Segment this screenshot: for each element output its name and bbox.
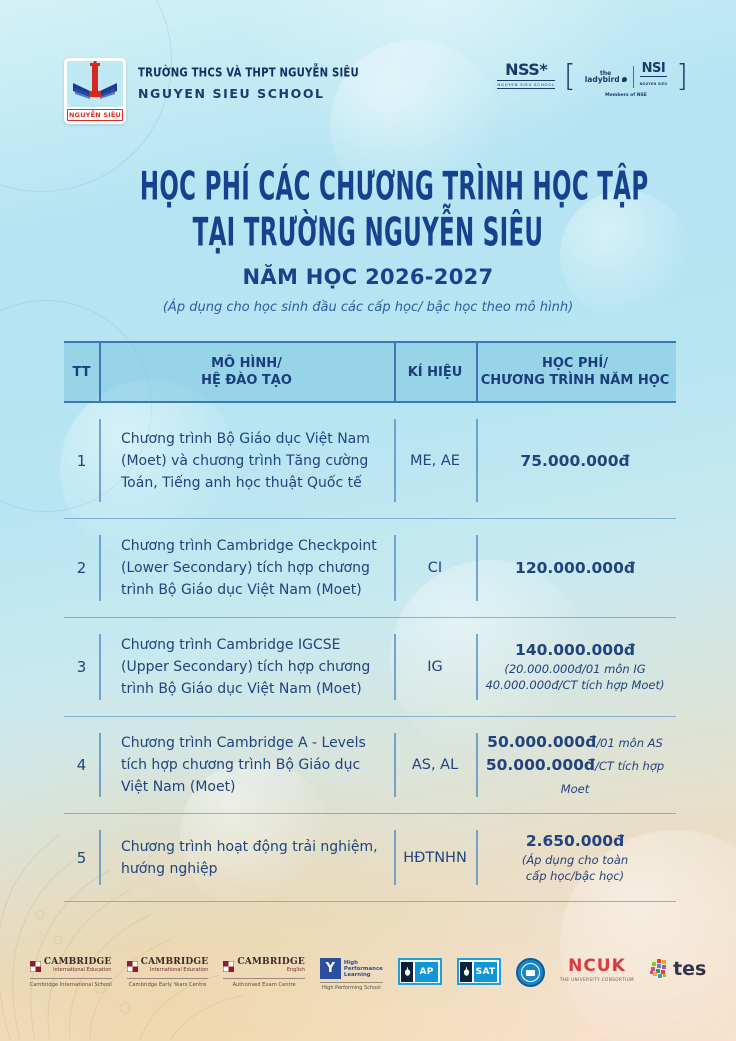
round-academy-badge	[516, 958, 545, 987]
column-header-fee: HỌC PHÍ/CHƯƠNG TRÌNH NĂM HỌC	[476, 343, 674, 401]
row-number: 2	[64, 519, 99, 617]
bracket-close: ]	[676, 62, 688, 92]
school-year-subtitle: NĂM HỌC 2026-2027	[0, 265, 736, 289]
sat-badge: SAT	[457, 958, 501, 985]
school-names: TRƯỜNG THCS VÀ THPT NGUYỄN SIÊU NGUYEN S…	[138, 66, 378, 101]
program-fee: 75.000.000đ	[520, 452, 629, 470]
row-separator	[99, 634, 101, 700]
row-separator	[394, 733, 396, 797]
tes-mosaic-icon	[649, 958, 671, 980]
row-separator	[394, 634, 396, 700]
row-separator	[99, 419, 101, 502]
ladybird-logo: the ladybird	[585, 71, 627, 83]
program-code: IG	[394, 618, 476, 716]
program-fee: 140.000.000đ	[515, 641, 635, 659]
row-number: 1	[64, 403, 99, 518]
row-separator	[394, 419, 396, 502]
accreditation-footer: CAMBRIDGEInternational Education Cambrid…	[0, 958, 736, 991]
table-header-row: TT MÔ HÌNH/HỆ ĐÀO TẠO KÍ HIỆU HỌC PHÍ/CH…	[64, 341, 676, 403]
row-separator	[476, 634, 478, 700]
table-row-5: 5 Chương trình hoạt động trải nghiệm, hư…	[64, 814, 676, 902]
program-name: Chương trình hoạt động trải nghiệm, hướn…	[99, 814, 394, 901]
cambridge-shield-icon	[30, 961, 41, 972]
school-name-vietnamese: TRƯỜNG THCS VÀ THPT NGUYỄN SIÊU	[138, 65, 359, 80]
ap-badge: AP	[398, 958, 442, 985]
header-separator	[99, 343, 101, 401]
tes-logo: tes	[649, 958, 706, 980]
column-header-model: MÔ HÌNH/HỆ ĐÀO TẠO	[99, 343, 394, 401]
school-name-english: NGUYEN SIEU SCHOOL	[138, 86, 378, 101]
row-separator	[476, 830, 478, 885]
program-code: AS, AL	[394, 717, 476, 813]
table-row-1: 1 Chương trình Bộ Giáo dục Việt Nam (Moe…	[64, 403, 676, 519]
program-name: Chương trình Bộ Giáo dục Việt Nam (Moet)…	[99, 403, 394, 518]
cambridge-english-logo: CAMBRIDGEEnglish Authorised Exam Centre	[223, 958, 305, 988]
program-name: Chương trình Cambridge Checkpoint (Lower…	[99, 519, 394, 617]
college-board-acorn-icon	[460, 962, 472, 982]
page-title-line-2: TẠI TRƯỜNG NGUYỄN SIÊU	[140, 209, 596, 257]
cambridge-shield-icon	[127, 961, 138, 972]
high-performance-learning-logo: Y High Performance Learning High Perform…	[320, 958, 383, 991]
nsi-logo: NSI NGUYEN SIEU	[640, 62, 668, 91]
row-separator	[99, 830, 101, 885]
tuition-poster: NGUYỄN SIÊU TRƯỜNG THCS VÀ THPT NGUYỄN S…	[0, 0, 736, 1041]
row-separator	[476, 535, 478, 601]
cambridge-shield-icon	[223, 961, 234, 972]
tuition-table: TT MÔ HÌNH/HỆ ĐÀO TẠO KÍ HIỆU HỌC PHÍ/CH…	[64, 341, 676, 902]
school-logo-text: NGUYỄN SIÊU	[67, 109, 123, 121]
college-board-acorn-icon	[401, 962, 413, 982]
partner-badges: NSS* NGUYEN SIEU SCHOOL [ the ladybird N…	[497, 62, 688, 98]
badge-divider	[633, 66, 634, 88]
nss-logo-subtext: NGUYEN SIEU SCHOOL	[497, 80, 555, 89]
nss-logo-text: NSS*	[497, 62, 555, 78]
program-fee: 2.650.000đ	[526, 832, 624, 850]
row-number: 5	[64, 814, 99, 901]
column-header-tt: TT	[64, 343, 99, 401]
hpl-icon: Y	[320, 958, 341, 979]
nsi-logo-text: NSI	[640, 62, 668, 75]
table-row-2: 2 Chương trình Cambridge Checkpoint (Low…	[64, 519, 676, 618]
table-row-3: 3 Chương trình Cambridge IGCSE (Upper Se…	[64, 618, 676, 717]
program-code: CI	[394, 519, 476, 617]
program-name: Chương trình Cambridge A - Levels tích h…	[99, 717, 394, 813]
row-separator	[476, 419, 478, 502]
cambridge-early-years-logo: CAMBRIDGEInternational Education Cambrid…	[127, 958, 209, 988]
table-row-4: 4 Chương trình Cambridge A - Levels tích…	[64, 717, 676, 814]
column-header-code: KÍ HIỆU	[394, 343, 476, 401]
program-code: HĐTNHN	[394, 814, 476, 901]
program-fee: 120.000.000đ	[515, 559, 635, 577]
row-separator	[394, 830, 396, 885]
row-number: 4	[64, 717, 99, 813]
ladybird-icon	[622, 77, 627, 82]
page-title-line-1: HỌC PHÍ CÁC CHƯƠNG TRÌNH HỌC TẬP	[140, 163, 596, 211]
nsi-logo-subtext: NGUYEN SIEU	[640, 76, 668, 91]
title-block: HỌC PHÍ CÁC CHƯƠNG TRÌNH HỌC TẬP TẠI TRƯ…	[0, 164, 736, 315]
bracket-open: [	[564, 62, 576, 92]
row-separator	[99, 733, 101, 797]
fee-note: (Áp dụng cho toàn cấp học/bậc học)	[522, 852, 628, 884]
nss-badge: NSS* NGUYEN SIEU SCHOOL	[497, 62, 555, 89]
header-separator	[394, 343, 396, 401]
row-separator	[476, 733, 478, 797]
ncuk-logo: NCUK THE UNIVERSITY CONSORTIUM	[560, 958, 634, 982]
cambridge-international-school-logo: CAMBRIDGEInternational Education Cambrid…	[30, 958, 112, 988]
fee-line-2: 50.000.000đ/CT tích hợp Moet	[476, 754, 674, 800]
program-name: Chương trình Cambridge IGCSE (Upper Seco…	[99, 618, 394, 716]
fee-note: (20.000.000đ/01 môn IG 40.000.000đ/CT tí…	[485, 661, 664, 693]
row-separator	[99, 535, 101, 601]
row-separator	[394, 535, 396, 601]
school-logo: NGUYỄN SIÊU	[64, 58, 126, 124]
ladybird-text-2: ladybird	[585, 77, 627, 83]
program-code: ME, AE	[394, 403, 476, 518]
header-separator	[476, 343, 478, 401]
applicability-note: (Áp dụng cho học sinh đầu các cấp học/ b…	[0, 300, 736, 315]
members-of-nse-text: Members of NSE	[585, 93, 668, 98]
school-logo-emblem	[67, 61, 123, 107]
fee-line-1: 50.000.000đ/01 môn AS	[487, 731, 663, 754]
row-number: 3	[64, 618, 99, 716]
